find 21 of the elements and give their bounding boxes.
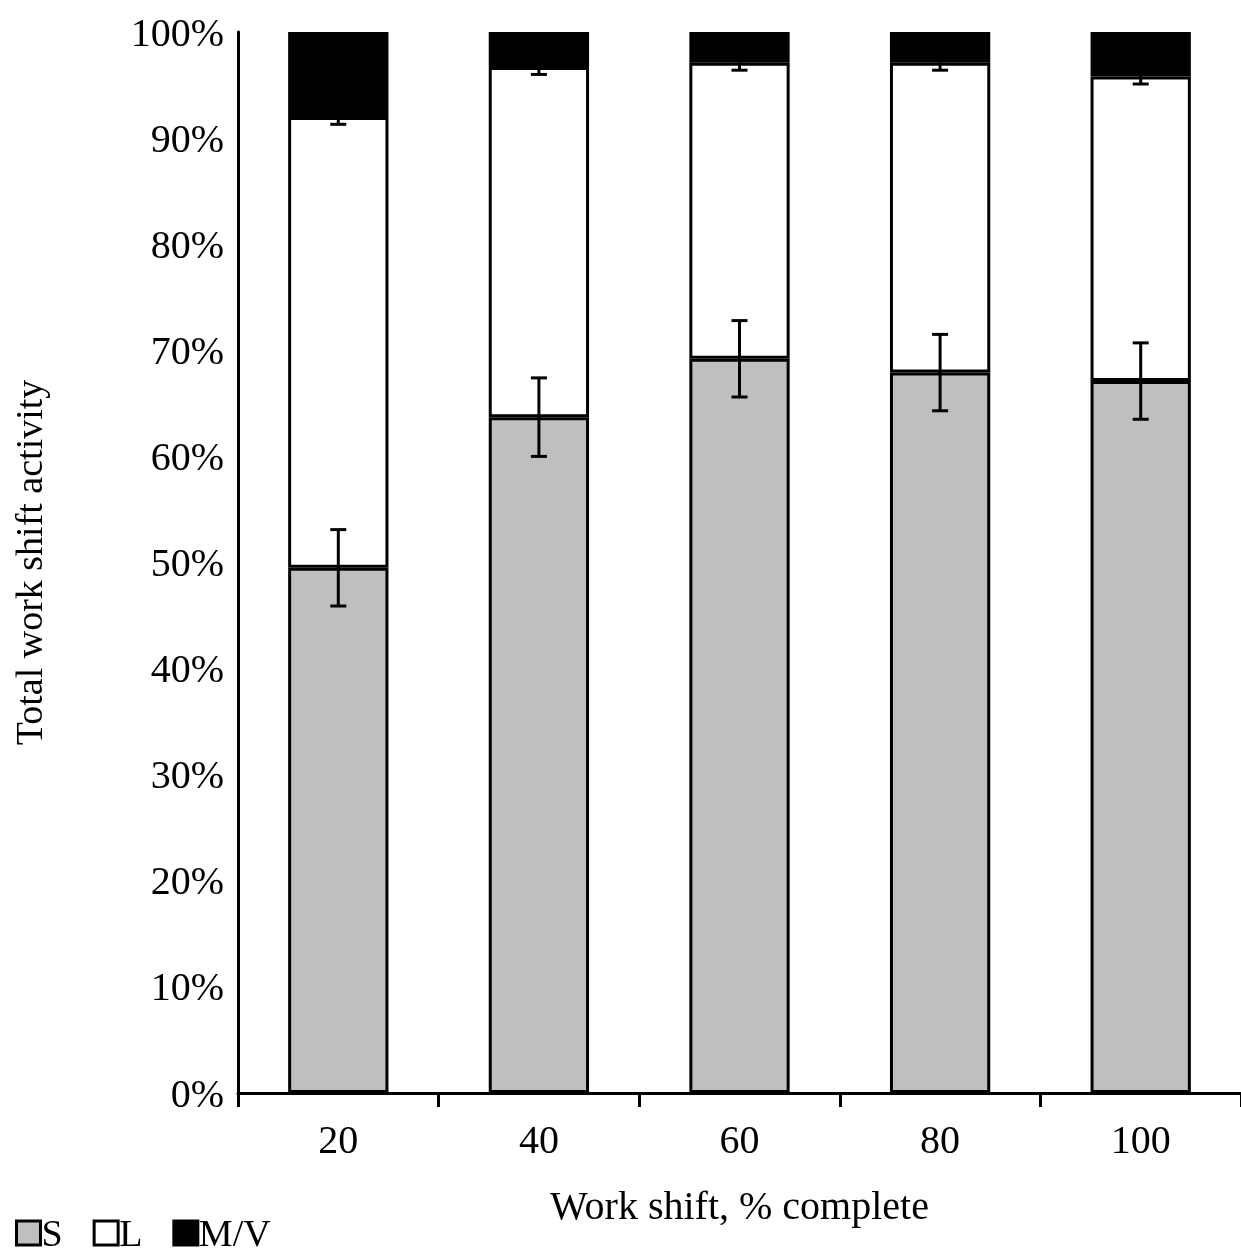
y-tick-label: 80% (150, 221, 224, 267)
legend-label: M/V (198, 1212, 272, 1254)
x-axis-title: Work shift, % complete (550, 1182, 929, 1228)
x-tick-label: 20 (318, 1116, 359, 1162)
y-tick-label: 0% (170, 1070, 224, 1116)
y-tick-label: 30% (150, 752, 224, 798)
y-axis-title: Total work shift activity (8, 379, 50, 746)
y-tick-label: 20% (150, 858, 224, 904)
y-tick-label: 100% (130, 9, 224, 55)
x-tick-label: 100 (1110, 1116, 1171, 1162)
y-tick-label: 60% (150, 433, 224, 479)
y-tick-label: 40% (150, 646, 224, 692)
y-tick-label: 70% (150, 327, 224, 373)
legend-label: S (41, 1212, 63, 1254)
x-tick-label: 60 (719, 1116, 760, 1162)
y-tick-label: 10% (150, 964, 224, 1010)
y-tick-label: 50% (150, 540, 224, 585)
x-tick-label: 40 (518, 1116, 559, 1162)
y-tick-label: 90% (150, 115, 224, 161)
x-tick-label: 80 (920, 1116, 961, 1162)
legend-label: L (119, 1212, 143, 1254)
